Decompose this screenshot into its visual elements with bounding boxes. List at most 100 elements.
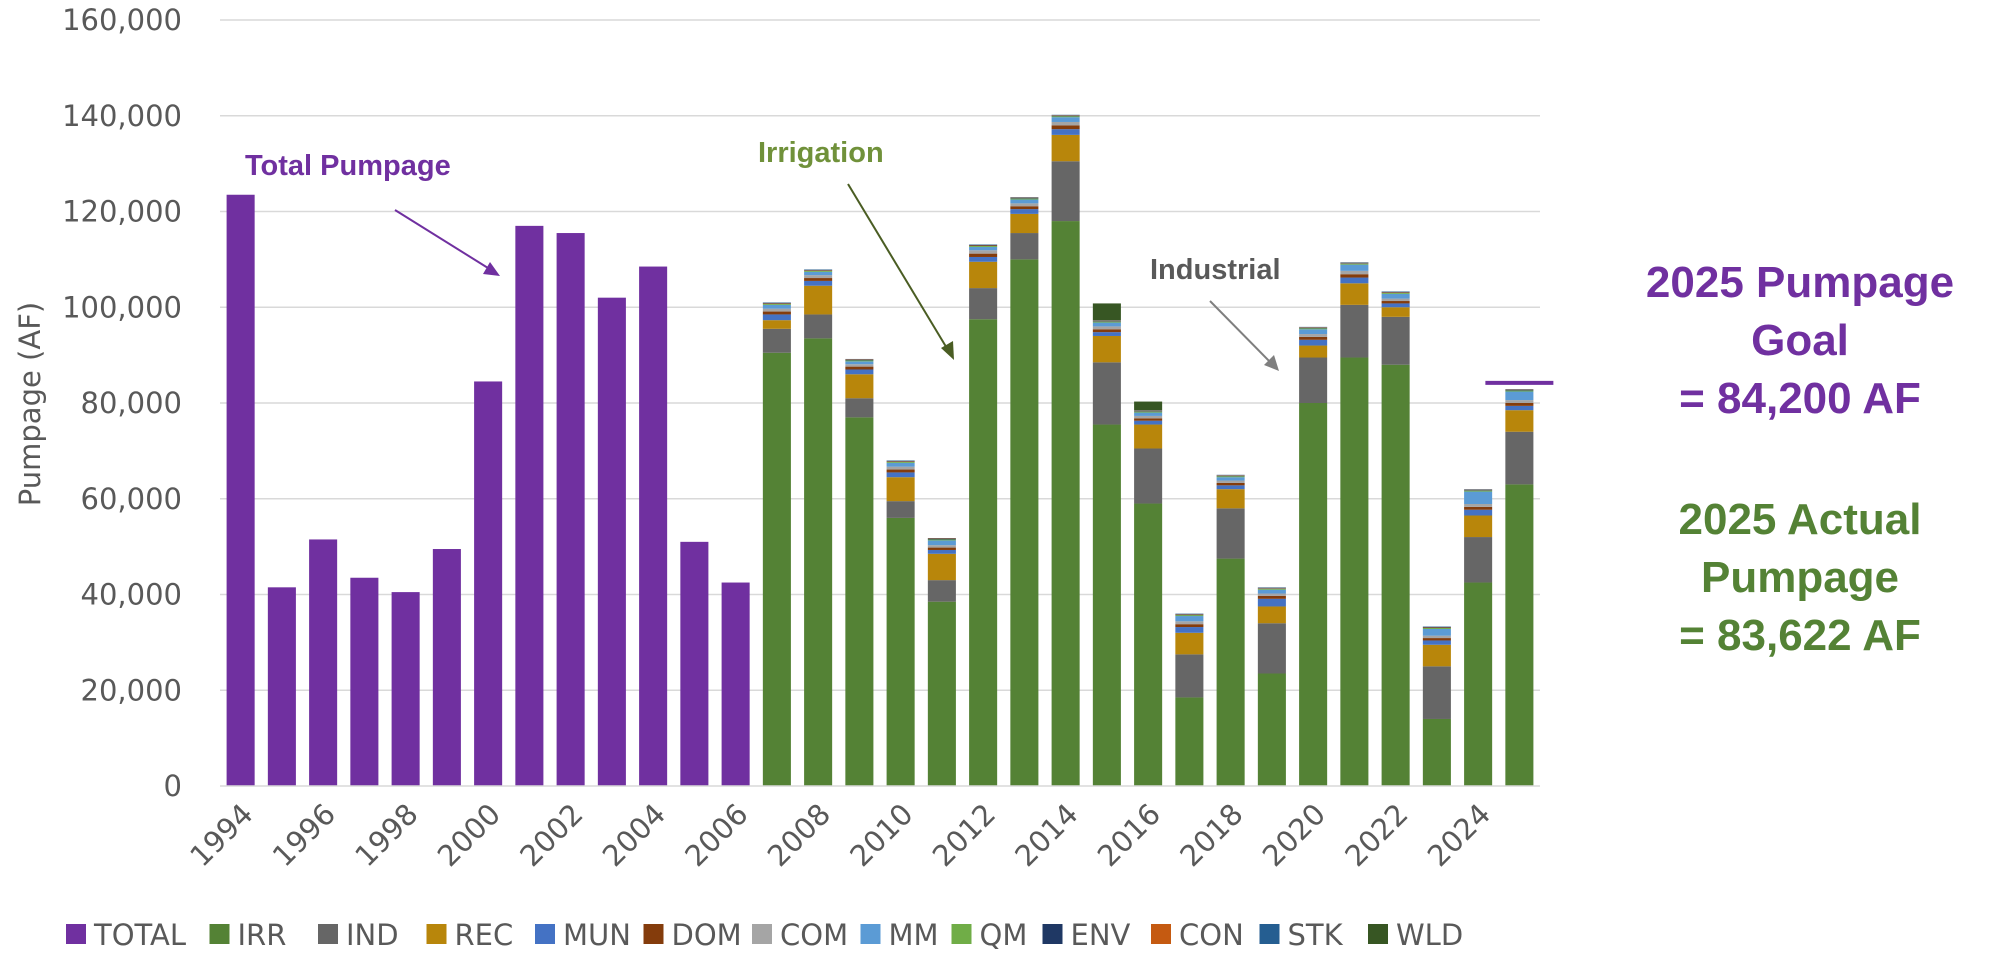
bar-rec-2024 bbox=[1464, 515, 1493, 538]
bar-irr-2022 bbox=[1381, 364, 1410, 786]
legend-swatch-dom bbox=[643, 924, 664, 944]
legend-swatch-com bbox=[752, 924, 772, 944]
bar-dom-2007 bbox=[762, 311, 791, 315]
bar-mun-2017 bbox=[1175, 627, 1204, 633]
bar-irr-2016 bbox=[1134, 503, 1163, 786]
bar-irr-2024 bbox=[1464, 582, 1493, 786]
goal-text-line: = 84,200 AF bbox=[1679, 374, 1921, 423]
arrowhead-irrigation bbox=[941, 341, 954, 360]
bar-dom-2009 bbox=[845, 366, 874, 370]
annotation-total-pumpage: Total Pumpage bbox=[245, 150, 451, 182]
bar-rec-2016 bbox=[1134, 424, 1163, 449]
bar-qm-2018 bbox=[1216, 476, 1245, 478]
bar-mm-2017 bbox=[1175, 616, 1204, 622]
bar-mm-2014 bbox=[1051, 117, 1080, 122]
bar-com-2020 bbox=[1299, 334, 1328, 337]
bar-ind-2012 bbox=[969, 288, 998, 320]
bar-dom-2017 bbox=[1175, 624, 1204, 628]
bar-mun-2007 bbox=[762, 314, 791, 321]
bar-com-2015 bbox=[1092, 326, 1121, 330]
bar-irr-2023 bbox=[1422, 718, 1451, 786]
bar-irr-2021 bbox=[1340, 357, 1369, 786]
bar-mun-2019 bbox=[1257, 598, 1286, 607]
bar-ind-2022 bbox=[1381, 316, 1410, 365]
x-tick-label: 2004 bbox=[596, 797, 672, 873]
actual-text-line: Pumpage bbox=[1701, 553, 1899, 602]
bar-mun-2014 bbox=[1051, 129, 1080, 135]
legend-label-rec: REC bbox=[455, 918, 514, 952]
bar-dom-2020 bbox=[1299, 336, 1328, 340]
bar-ind-2007 bbox=[762, 328, 791, 353]
bar-mun-2020 bbox=[1299, 339, 1328, 346]
legend-swatch-qm bbox=[951, 924, 972, 944]
bar-mm-2007 bbox=[762, 304, 791, 309]
bar-mun-2025 bbox=[1505, 405, 1534, 411]
bar-ind-2023 bbox=[1422, 666, 1451, 719]
x-tick-label: 2010 bbox=[843, 797, 919, 873]
bar-rec-2010 bbox=[886, 477, 915, 502]
arrowhead-industrial bbox=[1264, 355, 1279, 371]
bar-com-2009 bbox=[845, 364, 874, 367]
legend-swatch-ind bbox=[318, 924, 338, 944]
bar-com-2021 bbox=[1340, 270, 1369, 275]
bar-qm-2023 bbox=[1422, 628, 1451, 629]
bar-rec-2021 bbox=[1340, 283, 1369, 305]
bar-total-1995 bbox=[267, 587, 296, 786]
bar-total-2002 bbox=[556, 233, 585, 786]
legend-swatch-mm bbox=[860, 924, 881, 944]
x-tick-label: 2014 bbox=[1008, 797, 1084, 873]
bar-dom-2016 bbox=[1134, 418, 1163, 421]
bar-dom-2010 bbox=[886, 469, 915, 473]
bar-qm-2010 bbox=[886, 461, 915, 463]
y-tick-label: 60,000 bbox=[81, 482, 182, 516]
bar-ind-2014 bbox=[1051, 161, 1080, 222]
bar-total-2001 bbox=[515, 225, 544, 787]
bar-qm-2020 bbox=[1299, 328, 1328, 330]
bar-mm-2013 bbox=[1010, 199, 1039, 204]
bar-irr-2011 bbox=[927, 601, 956, 786]
bar-rec-2014 bbox=[1051, 134, 1080, 162]
bar-mm-2015 bbox=[1092, 322, 1121, 327]
bar-mm-2019 bbox=[1257, 589, 1286, 594]
y-tick-label: 40,000 bbox=[81, 578, 182, 612]
bar-com-2024 bbox=[1464, 504, 1493, 507]
legend-swatch-rec bbox=[426, 924, 447, 944]
bar-irr-2010 bbox=[886, 517, 915, 786]
bar-qm-2012 bbox=[969, 245, 998, 247]
bar-rec-2020 bbox=[1299, 345, 1328, 358]
bar-total-1997 bbox=[350, 577, 379, 786]
bar-ind-2008 bbox=[804, 314, 833, 339]
bar-com-2007 bbox=[762, 308, 791, 312]
x-tick-label: 1994 bbox=[183, 797, 259, 873]
bar-dom-2014 bbox=[1051, 125, 1080, 130]
bar-ind-2017 bbox=[1175, 654, 1204, 698]
x-tick-label: 2022 bbox=[1338, 797, 1414, 873]
legend-swatch-irr bbox=[209, 924, 230, 944]
bar-total-2006 bbox=[721, 582, 750, 786]
bar-total-1999 bbox=[432, 549, 461, 786]
y-tick-label: 160,000 bbox=[62, 3, 182, 37]
bar-irr-2008 bbox=[804, 338, 833, 786]
bar-qm-2017 bbox=[1175, 615, 1204, 617]
bar-ind-2025 bbox=[1505, 431, 1534, 485]
bar-rec-2012 bbox=[969, 261, 998, 289]
goal-text: 2025 Pumpage Goal = 84,200 AF bbox=[1646, 258, 1954, 423]
y-tick-label: 120,000 bbox=[62, 195, 182, 229]
x-tick-label: 2016 bbox=[1091, 797, 1167, 873]
legend-label-stk: STK bbox=[1288, 918, 1344, 952]
y-tick-label: 140,000 bbox=[62, 99, 182, 133]
x-tick-label: 2012 bbox=[926, 797, 1002, 873]
bar-total-2000 bbox=[474, 381, 503, 786]
bar-irr-2009 bbox=[845, 417, 874, 786]
x-tick-label: 2008 bbox=[761, 797, 837, 873]
bar-com-2011 bbox=[927, 545, 956, 548]
legend-swatch-env bbox=[1042, 924, 1063, 944]
bar-ind-2020 bbox=[1299, 357, 1328, 403]
bar-rec-2025 bbox=[1505, 410, 1534, 432]
bar-irr-2007 bbox=[762, 352, 791, 786]
bar-ind-2009 bbox=[845, 398, 874, 418]
bar-ind-2010 bbox=[886, 501, 915, 518]
bar-qm-2008 bbox=[804, 270, 833, 272]
legend-label-mun: MUN bbox=[563, 918, 631, 952]
bar-total-1994 bbox=[226, 194, 255, 786]
